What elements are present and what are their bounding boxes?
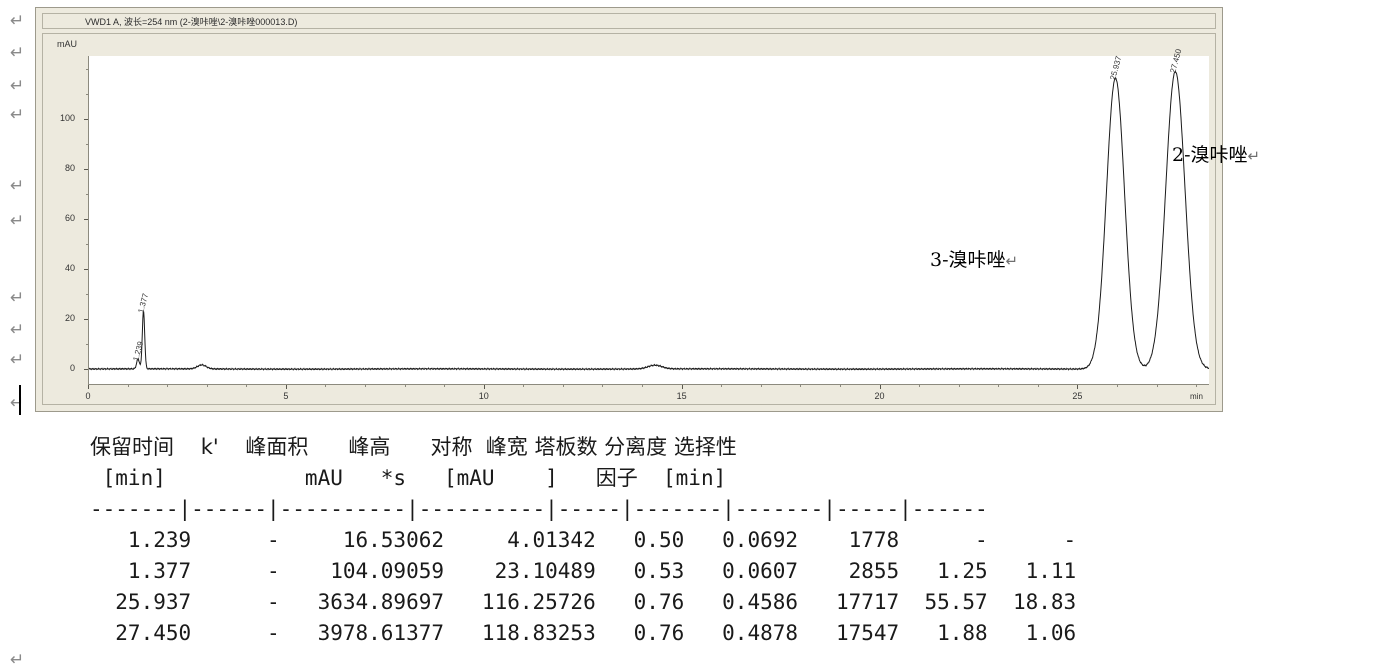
x-axis-minor-tick <box>958 385 960 387</box>
chromatogram-trace <box>89 70 1209 371</box>
x-axis-tick-label: 0 <box>85 391 91 401</box>
x-axis-minor-tick <box>206 385 208 387</box>
annotation-text: 3-溴咔唑 <box>930 249 1006 271</box>
y-axis-minor-tick <box>86 193 88 195</box>
y-axis-tick-label: 20 <box>64 312 75 323</box>
report-separator: -------|------|----------|----------|---… <box>90 497 988 521</box>
y-axis-minor-tick <box>86 343 88 345</box>
x-axis-minor-tick <box>721 385 723 387</box>
y-axis-unit-label: mAU <box>57 39 77 49</box>
x-axis-minor-tick <box>365 385 367 387</box>
x-axis-tick-label: 20 <box>874 391 885 401</box>
x-axis-tick-label: 25 <box>1072 391 1083 401</box>
paragraph-mark: ↵ <box>10 320 25 340</box>
y-axis-tick-label: 60 <box>64 212 75 223</box>
x-axis-minor-tick <box>127 385 129 387</box>
compound-annotation: 3-溴咔唑↵ <box>930 245 1018 272</box>
integration-report-table: 保留时间 k' 峰面积 峰高 对称 峰宽 塔板数 分离度 选择性 [min] m… <box>90 432 1076 649</box>
x-axis-minor-tick <box>167 385 169 387</box>
x-axis-minor-tick <box>523 385 525 387</box>
chromatogram-plot-area[interactable]: 1.239 1.377 25.937 27.450 <box>88 48 1209 385</box>
signal-trace <box>89 70 1209 371</box>
y-axis-minor-tick <box>86 243 88 245</box>
y-axis-minor-tick <box>86 143 88 145</box>
x-axis-minor-tick <box>919 385 921 387</box>
report-header-row-2: [min] mAU *s [mAU ] 因子 [min] <box>90 466 727 490</box>
y-axis-tick-label: 40 <box>64 262 75 273</box>
y-axis-tick-mark <box>84 218 88 220</box>
x-axis-minor-tick <box>998 385 1000 387</box>
y-axis-tick-mark <box>84 118 88 120</box>
annotation-text: 2-溴咔唑 <box>1172 144 1248 166</box>
y-axis-tick-mark <box>84 168 88 170</box>
x-axis-unit-label: min <box>1190 392 1203 401</box>
y-axis-minor-tick <box>86 68 88 70</box>
x-axis-minor-tick <box>760 385 762 387</box>
y-axis-minor-tick <box>86 293 88 295</box>
report-data-row: 25.937 - 3634.89697 116.25726 0.76 0.458… <box>90 590 1077 614</box>
x-axis-tick-mark <box>1077 385 1079 389</box>
x-axis-minor-tick <box>1037 385 1039 387</box>
report-data-row: 1.377 - 104.09059 23.10489 0.53 0.0607 2… <box>90 559 1077 583</box>
paragraph-mark: ↵ <box>10 211 25 231</box>
y-axis-tick-label: 80 <box>64 162 75 173</box>
x-axis-minor-tick <box>642 385 644 387</box>
paragraph-mark: ↵ <box>10 76 25 96</box>
paragraph-mark: ↵ <box>1247 147 1261 165</box>
chromatogram-title: VWD1 A, 波长=254 nm (2-溴咔唑\2-溴咔唑000013.D) <box>85 17 298 27</box>
report-header-row-1: 保留时间 k' 峰面积 峰高 对称 峰宽 塔板数 分离度 选择性 <box>90 435 737 459</box>
y-axis-tick-mark <box>84 318 88 320</box>
paragraph-mark: ↵ <box>10 43 25 63</box>
x-axis-minor-tick <box>562 385 564 387</box>
y-axis-tick-mark <box>84 268 88 270</box>
x-axis-minor-tick <box>1196 385 1198 387</box>
x-axis-tick-label: 5 <box>283 391 289 401</box>
chromatogram-title-bar: VWD1 A, 波长=254 nm (2-溴咔唑\2-溴咔唑000013.D) <box>42 13 1216 29</box>
x-axis-tick-mark <box>681 385 683 389</box>
x-axis-minor-tick <box>444 385 446 387</box>
x-axis-tick-label: 15 <box>676 391 687 401</box>
chromatogram-window[interactable]: VWD1 A, 波长=254 nm (2-溴咔唑\2-溴咔唑000013.D) … <box>35 7 1223 412</box>
paragraph-mark: ↵ <box>10 11 25 31</box>
paragraph-mark: ↵ <box>10 105 25 125</box>
report-data-row: 27.450 - 3978.61377 118.83253 0.76 0.487… <box>90 621 1077 645</box>
x-axis-tick-label: 10 <box>478 391 489 401</box>
paragraph-mark: ↵ <box>1005 252 1019 270</box>
compound-annotation: 2-溴咔唑↵ <box>1172 140 1260 167</box>
paragraph-mark: ↵ <box>10 288 25 308</box>
x-axis-minor-tick <box>1116 385 1118 387</box>
x-axis-minor-tick <box>1156 385 1158 387</box>
text-cursor <box>19 385 21 415</box>
x-axis-tick-mark <box>88 385 89 389</box>
paragraph-mark: ↵ <box>10 393 25 413</box>
paragraph-mark: ↵ <box>10 176 25 196</box>
x-axis-tick-mark <box>285 385 287 389</box>
document-end-paragraph-mark: ↵ <box>10 650 25 670</box>
x-axis-tick-mark <box>879 385 881 389</box>
x-axis-tick-mark <box>483 385 485 389</box>
y-axis-tick-label: 100 <box>59 112 75 123</box>
x-axis-minor-tick <box>839 385 841 387</box>
x-axis-minor-tick <box>325 385 327 387</box>
x-axis-minor-tick <box>800 385 802 387</box>
y-axis-minor-tick <box>86 93 88 95</box>
y-axis-tick-label: 0 <box>69 362 75 373</box>
y-axis-tick-mark <box>84 368 88 370</box>
x-axis-minor-tick <box>404 385 406 387</box>
paragraph-mark: ↵ <box>10 350 25 370</box>
x-axis-minor-tick <box>602 385 604 387</box>
plot-frame: mAU 0 20 40 60 80 100 0 5 10 15 20 25 min 1.239 1.3… <box>42 33 1216 405</box>
x-axis-minor-tick <box>246 385 248 387</box>
report-data-row: 1.239 - 16.53062 4.01342 0.50 0.0692 177… <box>90 528 1077 552</box>
